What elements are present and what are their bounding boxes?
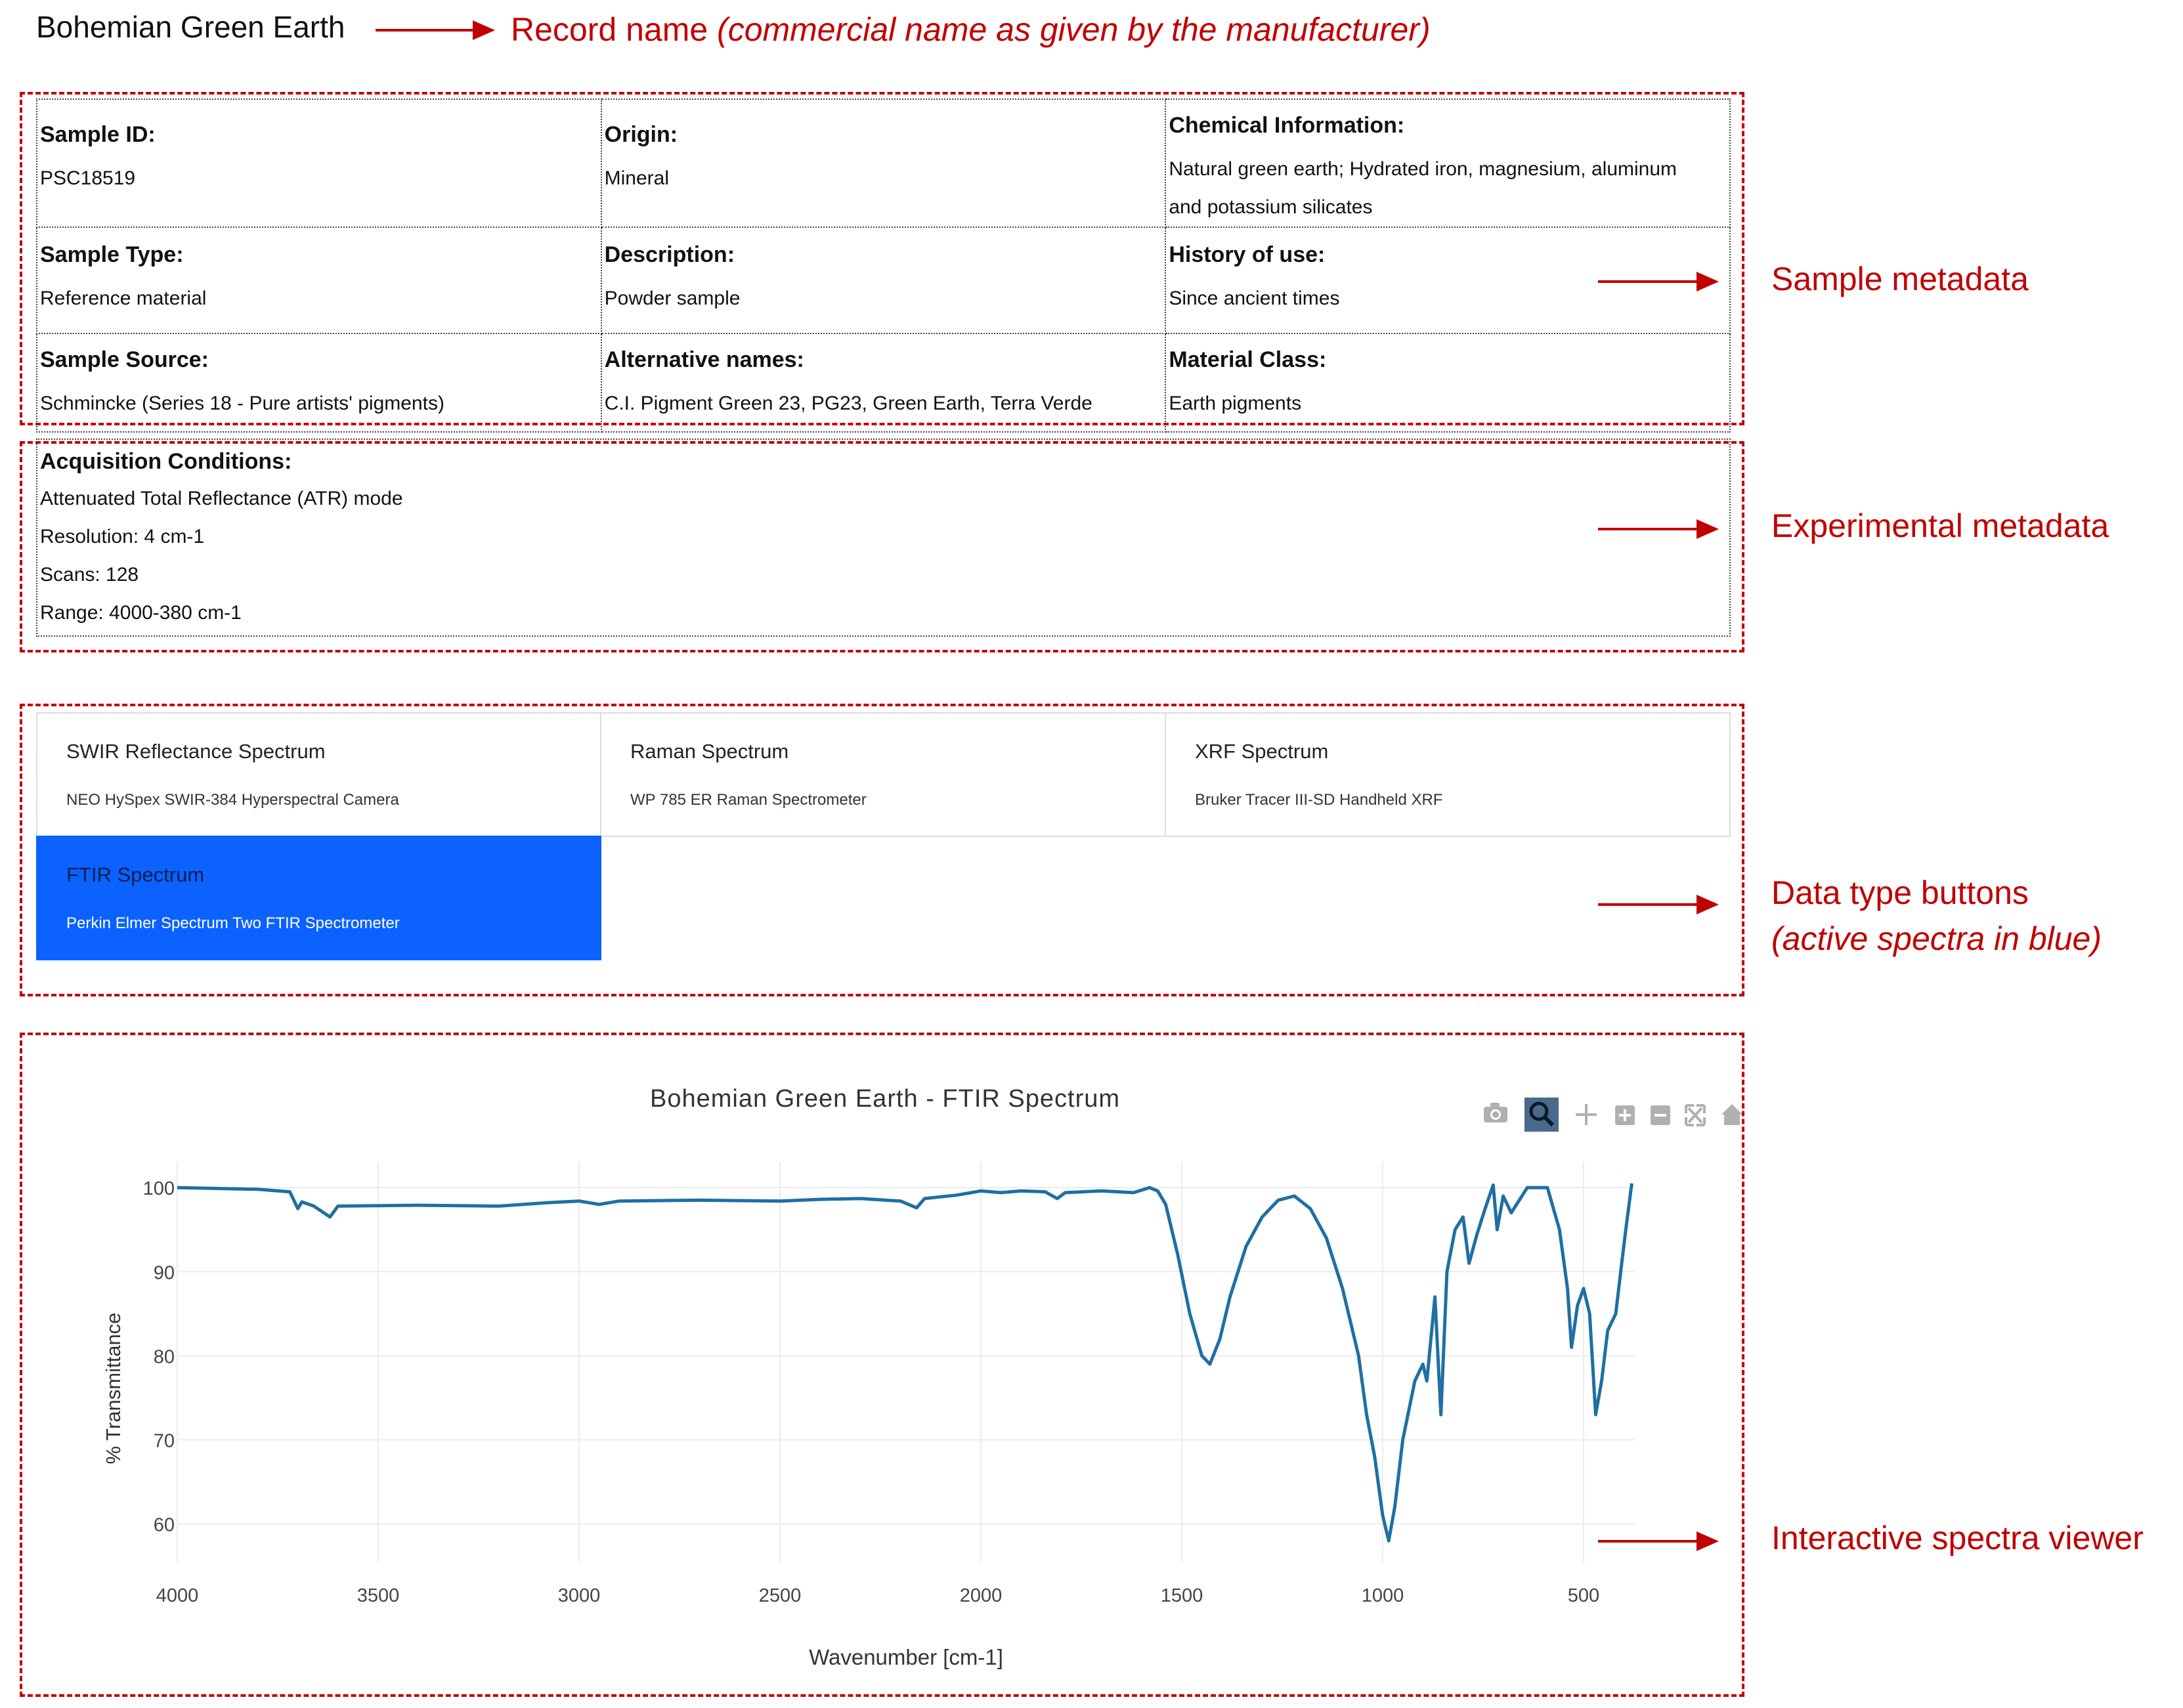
- x-tick-label: 3000: [558, 1585, 601, 1606]
- button-title: XRF Spectrum: [1195, 740, 1329, 763]
- chemical-info-line2: and potassium silicates: [1169, 196, 1373, 218]
- record-name: Bohemian Green Earth: [36, 10, 345, 44]
- acquisition-line: Range: 4000-380 cm-1: [40, 602, 242, 624]
- chemical-info-label: Chemical Information:: [1169, 113, 1405, 138]
- y-axis-label: % Transmittance: [102, 1313, 125, 1464]
- button-instrument: NEO HySpex SWIR-384 Hyperspectral Camera: [66, 791, 399, 809]
- y-tick-label: 70: [154, 1430, 175, 1451]
- sample-id-label: Sample ID:: [40, 122, 156, 147]
- sample-metadata-annotation: Sample metadata: [1771, 261, 2029, 297]
- zoom-out-icon[interactable]: [1651, 1105, 1670, 1125]
- x-tick-label: 2000: [960, 1585, 1003, 1606]
- history-value: Since ancient times: [1169, 288, 1340, 309]
- active-spectra-note: (active spectra in blue): [1771, 920, 2102, 957]
- record-name-arrow: [376, 20, 495, 40]
- alternative-names-value: C.I. Pigment Green 23, PG23, Green Earth…: [604, 393, 1092, 414]
- material-class-label: Material Class:: [1169, 347, 1327, 372]
- x-tick-label: 1000: [1362, 1585, 1404, 1606]
- button-instrument: Bruker Tracer III-SD Handheld XRF: [1195, 791, 1443, 809]
- sample-metadata-arrow: [1598, 272, 1719, 291]
- acquisition-label: Acquisition Conditions:: [40, 449, 292, 474]
- button-raman-spectrum[interactable]: Raman Spectrum WP 785 ER Raman Spectrome…: [600, 712, 1166, 837]
- data-type-buttons-box: [20, 704, 1744, 996]
- button-instrument: Perkin Elmer Spectrum Two FTIR Spectrome…: [66, 914, 400, 932]
- x-tick-label: 4000: [156, 1585, 199, 1606]
- sample-type-label: Sample Type:: [40, 242, 184, 267]
- button-title: SWIR Reflectance Spectrum: [66, 740, 326, 763]
- x-axis-label: Wavenumber [cm-1]: [809, 1645, 1003, 1669]
- button-title: FTIR Spectrum: [66, 863, 205, 886]
- x-tick-label: 500: [1568, 1585, 1599, 1606]
- ftir-series-line: [177, 1183, 1633, 1543]
- description-label: Description:: [604, 242, 735, 267]
- zoom-in-icon[interactable]: [1615, 1105, 1635, 1125]
- sample-source-value: Schmincke (Series 18 - Pure artists' pig…: [40, 393, 444, 414]
- y-tick-label: 60: [154, 1515, 175, 1536]
- home-icon[interactable]: [1721, 1104, 1742, 1125]
- button-ftir-spectrum[interactable]: FTIR Spectrum Perkin Elmer Spectrum Two …: [36, 836, 601, 960]
- sample-source-label: Sample Source:: [40, 347, 209, 372]
- spectra-viewer-annotation: Interactive spectra viewer: [1771, 1520, 2144, 1556]
- y-tick-label: 80: [154, 1346, 175, 1367]
- y-tick-label: 100: [143, 1178, 175, 1199]
- button-xrf-spectrum[interactable]: XRF Spectrum Bruker Tracer III-SD Handhe…: [1165, 712, 1731, 837]
- button-instrument: WP 785 ER Raman Spectrometer: [630, 791, 867, 809]
- acquisition-line: Attenuated Total Reflectance (ATR) mode: [40, 488, 403, 509]
- description-value: Powder sample: [604, 288, 741, 309]
- history-label: History of use:: [1169, 242, 1326, 267]
- experimental-metadata-arrow: [1598, 519, 1719, 539]
- data-type-buttons-label: Data type buttons: [1771, 874, 2029, 911]
- acquisition-line: Scans: 128: [40, 564, 139, 586]
- experimental-metadata-box: [20, 441, 1744, 652]
- sample-type-value: Reference material: [40, 288, 207, 309]
- y-tick-label: 90: [154, 1262, 175, 1283]
- data-type-buttons-annotation: Data type buttons (active spectra in blu…: [1771, 870, 2102, 962]
- spectra-viewer-box: [20, 1033, 1744, 1697]
- chart-toolbar: [1484, 1098, 1742, 1132]
- material-class-value: Earth pigments: [1169, 393, 1302, 414]
- experimental-metadata-annotation: Experimental metadata: [1771, 507, 2109, 544]
- origin-value: Mineral: [604, 167, 670, 189]
- record-name-annotation: Record name (commercial name as given by…: [511, 11, 1431, 49]
- chart-title: Bohemian Green Earth - FTIR Spectrum: [650, 1085, 1121, 1113]
- record-name-annotation-text: Record name: [511, 11, 718, 48]
- ftir-chart[interactable]: 60 70 80 90 100 4000 3500 3000 2500 2000 1500 1000 5…: [0, 1155, 1773, 1694]
- camera-icon[interactable]: [1484, 1103, 1507, 1122]
- sample-metadata-table: Sample ID: PSC18519 Origin: Mineral Chemic…: [36, 98, 1731, 433]
- alternative-names-label: Alternative names:: [604, 347, 804, 372]
- record-name-annotation-note: (commercial name as given by the manufac…: [717, 11, 1431, 48]
- autoscale-icon[interactable]: [1685, 1104, 1706, 1126]
- spectra-viewer-arrow: [1598, 1531, 1719, 1551]
- x-tick-label: 3500: [357, 1585, 400, 1606]
- button-swir-spectrum[interactable]: SWIR Reflectance Spectrum NEO HySpex SWI…: [36, 712, 601, 837]
- button-title: Raman Spectrum: [630, 740, 789, 763]
- acquisition-conditions: Acquisition Conditions: Attenuated Total…: [36, 438, 1731, 637]
- pan-icon[interactable]: [1576, 1104, 1597, 1125]
- sample-id-value: PSC18519: [40, 167, 136, 189]
- x-tick-label: 2500: [759, 1585, 802, 1606]
- chemical-info-line1: Natural green earth; Hydrated iron, magn…: [1169, 158, 1677, 180]
- zoom-icon[interactable]: [1524, 1098, 1559, 1132]
- x-tick-label: 1500: [1161, 1585, 1203, 1606]
- data-type-buttons-arrow: [1598, 895, 1719, 914]
- acquisition-line: Resolution: 4 cm-1: [40, 526, 205, 547]
- origin-label: Origin:: [604, 122, 678, 147]
